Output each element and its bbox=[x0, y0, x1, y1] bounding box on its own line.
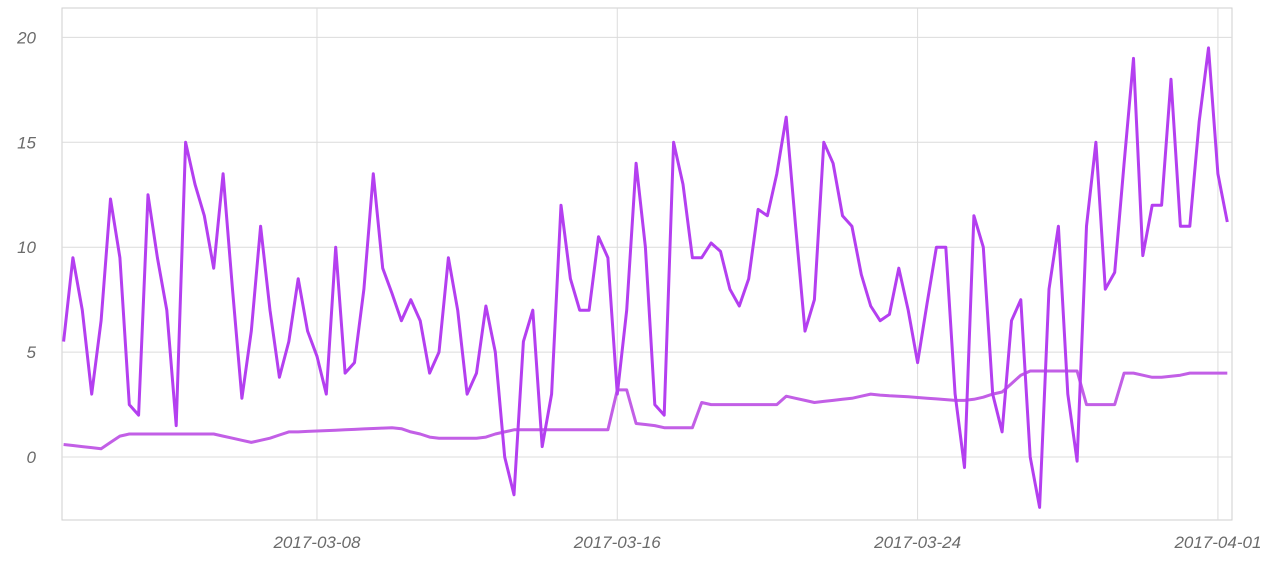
y-tick-label: 20 bbox=[16, 28, 36, 47]
y-tick-label: 10 bbox=[17, 238, 36, 257]
x-tick-label: 2017-03-08 bbox=[272, 533, 361, 552]
plot-area bbox=[62, 46, 1229, 509]
y-tick-label: 0 bbox=[27, 448, 37, 467]
x-tick-label: 2017-03-24 bbox=[873, 533, 961, 552]
y-tick-label: 15 bbox=[17, 133, 36, 152]
x-tick-label: 2017-03-16 bbox=[573, 533, 662, 552]
plot-frame bbox=[61, 7, 1233, 521]
data-line bbox=[62, 46, 1229, 509]
data-line bbox=[63, 369, 1228, 451]
y-tick-label: 5 bbox=[27, 343, 37, 362]
x-tick-label: 2017-04-01 bbox=[1173, 533, 1261, 552]
